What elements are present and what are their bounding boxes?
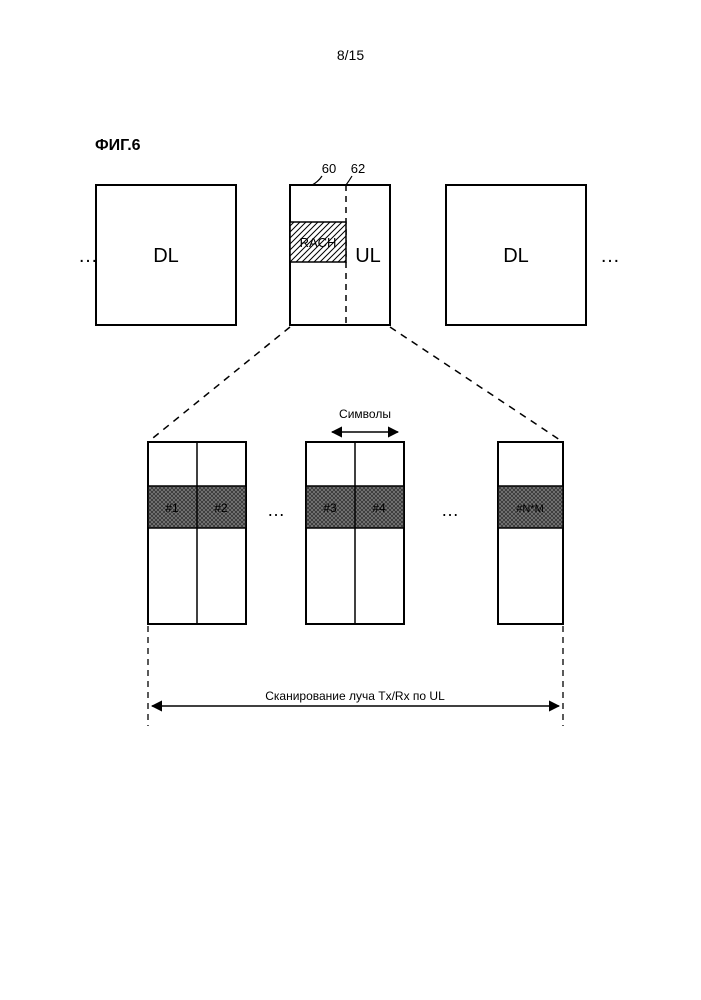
figure-label: ФИГ.6 xyxy=(95,137,141,154)
dl-right-label: DL xyxy=(503,245,529,267)
zoom-line-left xyxy=(148,327,290,442)
page: 8/15 ФИГ.6 … DL RACH UL 60 62 DL … Симво… xyxy=(0,0,701,1000)
detail-block-3: #N*M xyxy=(498,442,563,624)
callout-62-lead xyxy=(346,176,352,185)
symbols-label: Символы xyxy=(339,407,391,421)
callout-62: 62 xyxy=(351,161,365,176)
zoom-line-right xyxy=(390,327,563,442)
detail-block-1: #1 #2 xyxy=(148,442,246,624)
slot-nm-label: #N*M xyxy=(516,503,544,515)
detail-ellipsis-2: … xyxy=(441,500,459,520)
dl-left-label: DL xyxy=(153,245,179,267)
rach-label: RACH xyxy=(300,235,337,250)
slot-2-label: #2 xyxy=(214,501,228,515)
slot-3-label: #3 xyxy=(323,501,337,515)
callout-60: 60 xyxy=(322,161,336,176)
diagram-svg: 8/15 ФИГ.6 … DL RACH UL 60 62 DL … Симво… xyxy=(0,0,701,1000)
ul-label: UL xyxy=(355,245,381,267)
detail-ellipsis-1: … xyxy=(267,500,285,520)
ellipsis-right-top: … xyxy=(600,245,620,267)
slot-1-label: #1 xyxy=(165,501,179,515)
scan-label: Сканирование луча Tx/Rx по UL xyxy=(265,689,445,703)
callout-60-lead xyxy=(312,176,322,185)
detail-block-2: #3 #4 xyxy=(306,442,404,624)
page-number: 8/15 xyxy=(337,47,364,63)
slot-4-label: #4 xyxy=(372,501,386,515)
